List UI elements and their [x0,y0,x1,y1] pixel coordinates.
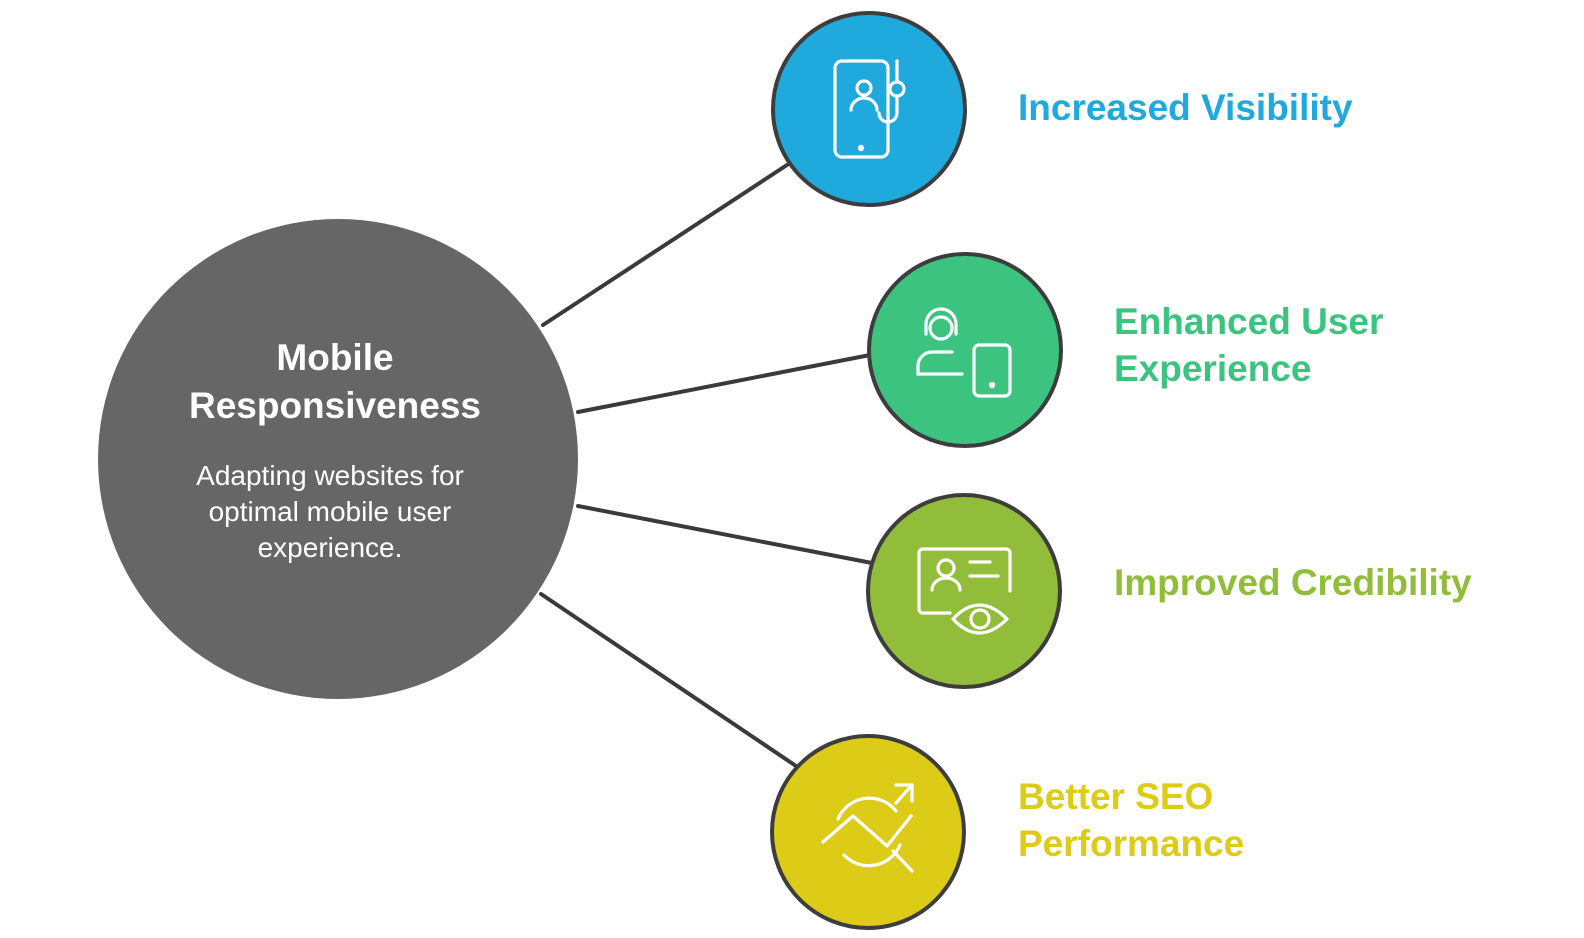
hub-circle [98,219,578,699]
smartphone-user-pin-icon [833,59,906,159]
label-better-seo-performance: Better SEO Performance [1018,773,1244,867]
hub-title: Mobile Responsiveness [130,334,540,430]
label-user-experience-line1: Enhanced User [1114,301,1384,342]
trend-magnifier-icon [821,783,914,873]
node-circle-visibility [771,11,967,207]
hub-description: Adapting websites for optimal mobile use… [160,458,500,566]
node-circle-credibility [866,493,1062,689]
label-enhanced-user-experience: Enhanced User Experience [1114,298,1383,392]
label-improved-credibility: Improved Credibility [1114,559,1472,606]
node-circle-user-experience [867,252,1063,448]
label-seo-line1: Better SEO [1018,776,1214,817]
connector-user-experience [576,353,872,414]
hub-title-line2: Responsiveness [188,385,482,426]
connector-lines [539,161,874,768]
hub-desc-line2: optimal mobile user [208,496,452,527]
node-visibility [771,11,967,207]
connector-visibility [541,161,792,327]
hub-title-line1: Mobile [276,337,394,378]
label-increased-visibility: Increased Visibility [1018,84,1353,131]
label-user-experience-line2: Experience [1114,348,1312,389]
node-credibility [866,493,1062,689]
node-seo [770,734,966,930]
hub-desc-line1: Adapting websites for [196,460,464,491]
user-with-tablet-icon [916,307,1012,398]
id-card-eye-icon [917,547,1012,635]
connector-credibility [576,504,874,565]
label-seo-line2: Performance [1018,823,1245,864]
label-visibility-line1: Increased Visibility [1018,87,1353,128]
connector-seo [539,592,798,768]
label-credibility-line1: Improved Credibility [1114,562,1472,603]
node-circle-seo [770,734,966,930]
hub-desc-line3: experience. [257,532,403,563]
node-user-experience [867,252,1063,448]
